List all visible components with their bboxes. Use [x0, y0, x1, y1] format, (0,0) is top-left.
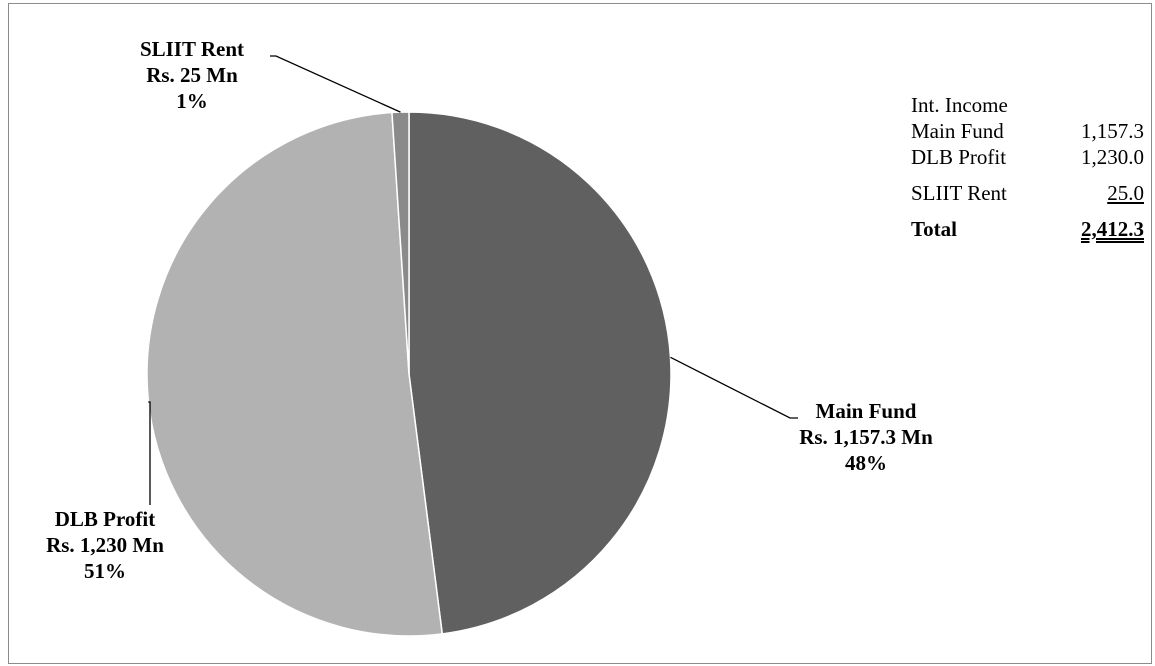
summary-total-value: 2,412.3 — [1081, 217, 1144, 241]
summary-row-value: 1,230.0 — [1081, 145, 1144, 169]
slice-name: DLB Profit — [54, 507, 156, 531]
slice-amount: Rs. 25 Mn — [146, 63, 238, 87]
leader-line-main-fund — [670, 356, 798, 419]
slice-amount: Rs. 1,157.3 Mn — [799, 425, 933, 449]
summary-header: Int. Income — [911, 93, 1008, 117]
summary-row-label: Main Fund — [911, 119, 1004, 143]
slice-name: SLIIT Rent — [139, 37, 245, 61]
summary-total-label: Total — [911, 217, 957, 241]
slice-percent: 48% — [845, 451, 887, 475]
summary-row-value: 25.0 — [1107, 181, 1144, 205]
pie-slices — [146, 111, 672, 637]
summary-row-value: 1,157.3 — [1081, 119, 1144, 143]
pie-slice-dlb-profit — [146, 111, 444, 637]
leader-lines — [148, 55, 798, 505]
leader-line-sliit-rent — [270, 55, 401, 113]
slice-percent: 1% — [176, 89, 208, 113]
slice-name: Main Fund — [815, 399, 917, 423]
summary-row-label: SLIIT Rent — [911, 181, 1007, 205]
pie-slice-main-fund — [408, 111, 672, 635]
slice-label-dlb-profit: DLB Profit Rs. 1,230 Mn 51% — [10, 506, 200, 584]
pie-slice-sliit-rent — [391, 111, 410, 375]
leader-line-dlb-profit — [148, 401, 151, 505]
slice-label-sliit-rent: SLIIT Rent Rs. 25 Mn 1% — [97, 36, 287, 114]
slice-percent: 51% — [84, 559, 126, 583]
slice-amount: Rs. 1,230 Mn — [46, 533, 164, 557]
slice-label-main-fund: Main Fund Rs. 1,157.3 Mn 48% — [766, 398, 966, 476]
summary-row-label: DLB Profit — [911, 145, 1007, 169]
